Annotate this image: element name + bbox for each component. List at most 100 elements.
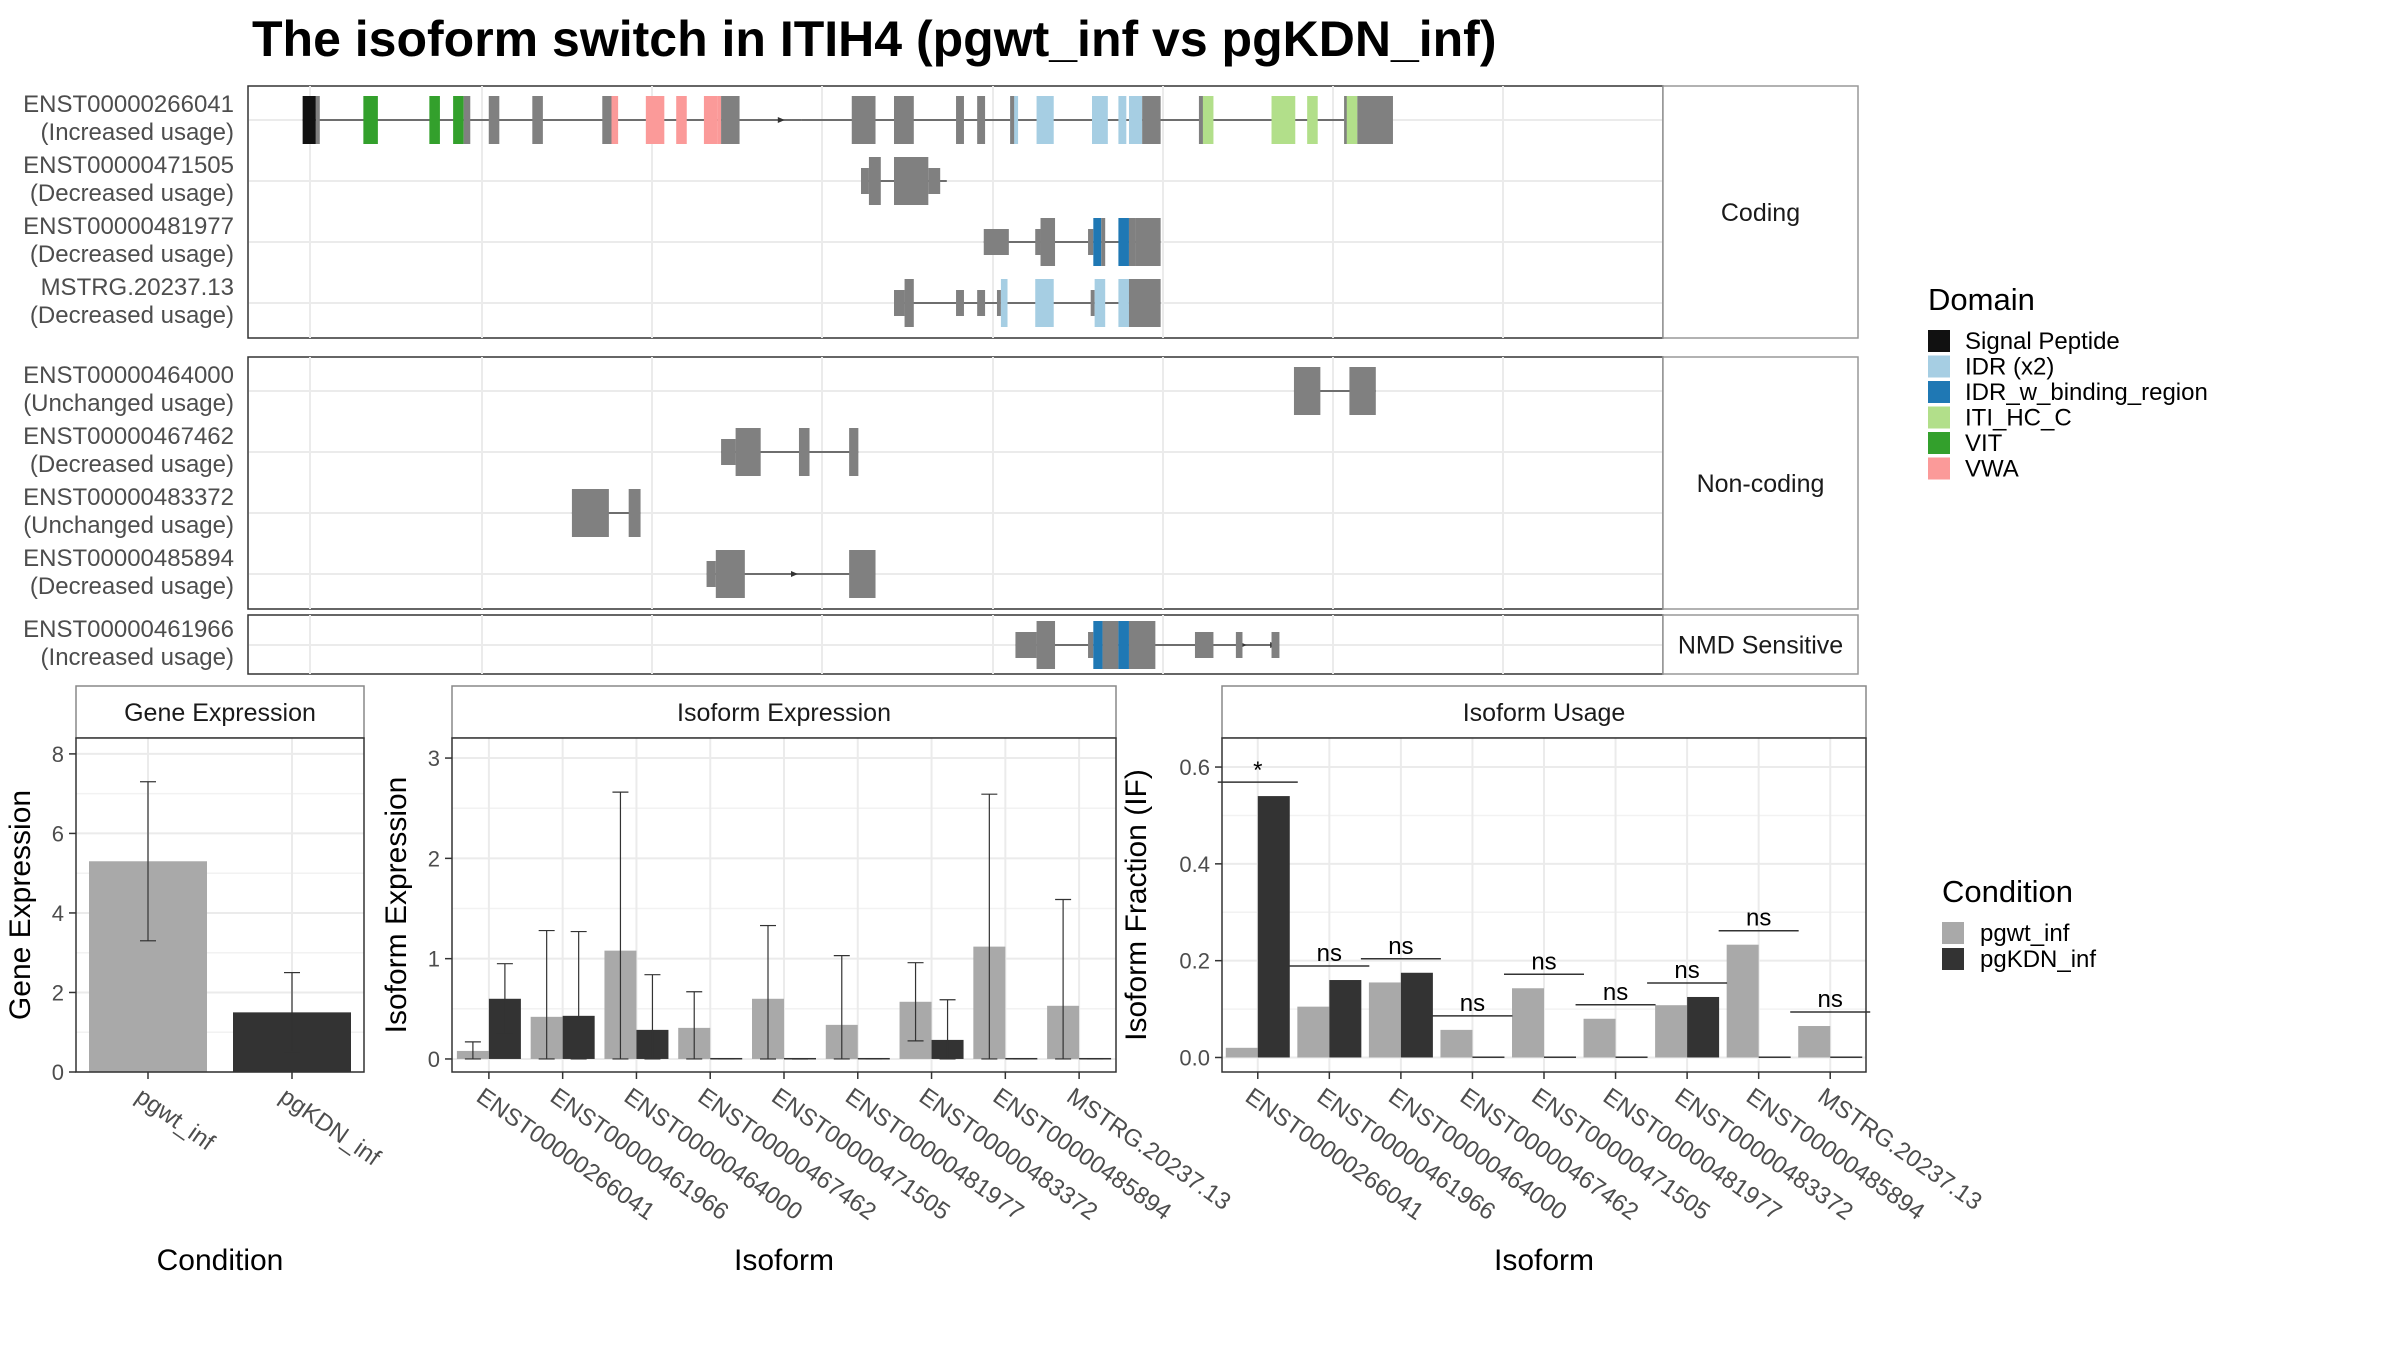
- exon: [1036, 621, 1056, 669]
- exon: [602, 96, 612, 144]
- bar: [1830, 1056, 1863, 1058]
- usage-label: (Decreased usage): [30, 241, 234, 268]
- bar: [1512, 988, 1544, 1058]
- exon: [571, 489, 609, 537]
- exon: [1035, 229, 1041, 255]
- bar: [1583, 1018, 1616, 1058]
- exon: [861, 168, 869, 194]
- exon: [977, 96, 986, 144]
- exon: [849, 550, 876, 598]
- exon: [956, 290, 964, 316]
- isoform-label: ENST00000464000: [23, 362, 234, 389]
- legend-label: ITI_HC_C: [1965, 405, 2072, 432]
- exon: [1101, 218, 1106, 266]
- panel-border: [247, 356, 1664, 610]
- exon: [894, 290, 905, 316]
- exon: [977, 290, 986, 316]
- chart-title: Isoform Expression: [677, 699, 891, 727]
- exon: [894, 96, 914, 144]
- bar: [1368, 982, 1401, 1058]
- y-tick-label: 2: [428, 846, 440, 871]
- legend-label: pgKDN_inf: [1980, 946, 2096, 973]
- exon: [1102, 621, 1119, 669]
- usage-label: (Unchanged usage): [23, 390, 234, 417]
- bar: [1655, 1005, 1688, 1058]
- chart-strip: [451, 685, 1117, 739]
- domain-exon: [676, 96, 687, 144]
- chart-title: Isoform Usage: [1463, 699, 1626, 727]
- chart-title: Gene Expression: [124, 699, 316, 727]
- track-ENST00000471505: ENST00000471505(Decreased usage): [23, 152, 947, 207]
- legend-key: [1942, 948, 1964, 970]
- y-tick-label: 0.0: [1179, 1045, 1210, 1070]
- bar: [1758, 1056, 1791, 1058]
- significance-label: ns: [1388, 933, 1413, 960]
- usage-label: (Increased usage): [41, 119, 234, 146]
- exon: [721, 439, 736, 465]
- isoform-label: ENST00000481977: [23, 213, 234, 240]
- panel-strip-label: Coding: [1721, 199, 1800, 227]
- domain-exon: [1118, 279, 1129, 327]
- track-MSTRG.20237.13: MSTRG.20237.13(Decreased usage): [30, 274, 1161, 329]
- panel-strip-label: Non-coding: [1697, 470, 1825, 498]
- exon: [1128, 621, 1156, 669]
- domain-exon: [1094, 279, 1106, 327]
- exon: [1010, 96, 1015, 144]
- isoform-label: ENST00000485894: [23, 545, 234, 572]
- legend-label: VWA: [1965, 456, 2019, 483]
- significance-label: ns: [1746, 905, 1771, 932]
- legend-label: VIT: [1965, 430, 2003, 457]
- y-tick-label: 6: [52, 821, 64, 846]
- exon: [928, 168, 941, 194]
- intron-arrow: [791, 571, 798, 577]
- isoform-label: ENST00000467462: [23, 423, 234, 450]
- legend-key: [1942, 922, 1964, 944]
- exon: [996, 290, 1001, 316]
- y-tick-label: 2: [52, 980, 64, 1005]
- significance-label: *: [1253, 757, 1262, 784]
- domain-exon: [1202, 96, 1214, 144]
- bar: [1615, 1056, 1648, 1058]
- isoform-usage-chart: Isoform Usage * ns ns ns ns ns ns ns ns 0.0 0.2 0.4 0…: [1120, 685, 1987, 1277]
- structure-panel-coding: Coding ENST00000266041(Increased usage) EN…: [23, 85, 1859, 339]
- exon: [628, 489, 641, 537]
- exon: [1088, 229, 1094, 255]
- y-tick-label: 0.2: [1179, 949, 1210, 974]
- x-tick-label: pgwt_inf: [131, 1083, 220, 1157]
- y-tick-label: 0: [52, 1060, 64, 1085]
- track-ENST00000483372: ENST00000483372(Unchanged usage): [23, 484, 641, 539]
- panel-strip: [1662, 614, 1859, 675]
- y-axis-title: Gene Expression: [4, 790, 37, 1020]
- panel-strip: [1662, 356, 1859, 610]
- isoform-structure-plot: Coding ENST00000266041(Increased usage) EN…: [23, 85, 1859, 675]
- exon: [735, 428, 761, 476]
- domain-exon: [302, 96, 316, 144]
- exon: [904, 279, 914, 327]
- exon: [851, 96, 876, 144]
- legend-key: [1928, 457, 1950, 480]
- bar: [1257, 796, 1290, 1058]
- exon: [721, 96, 740, 144]
- exon: [849, 428, 859, 476]
- isoform-label: ENST00000471505: [23, 152, 234, 179]
- domain-exon: [1093, 218, 1102, 266]
- legend-title: Condition: [1942, 874, 2073, 909]
- exon: [1090, 290, 1095, 316]
- panel-border: [247, 85, 1664, 339]
- legend-label: IDR_w_binding_region: [1965, 379, 2208, 406]
- exon: [1235, 632, 1243, 658]
- significance-label: ns: [1603, 979, 1628, 1006]
- plot-border: [75, 737, 365, 1073]
- legend-label: Signal Peptide: [1965, 328, 2120, 355]
- exon: [1349, 367, 1376, 415]
- bar: [1440, 1029, 1473, 1058]
- y-tick-label: 0.6: [1179, 755, 1210, 780]
- track-ENST00000266041: ENST00000266041(Increased usage): [23, 91, 1393, 146]
- domain-exon: [1118, 621, 1129, 669]
- exon: [488, 96, 500, 144]
- y-tick-label: 0.4: [1179, 852, 1210, 877]
- significance-label: ns: [1317, 940, 1342, 967]
- usage-label: (Decreased usage): [30, 573, 234, 600]
- track-ENST00000461966: ENST00000461966(Increased usage): [23, 616, 1280, 671]
